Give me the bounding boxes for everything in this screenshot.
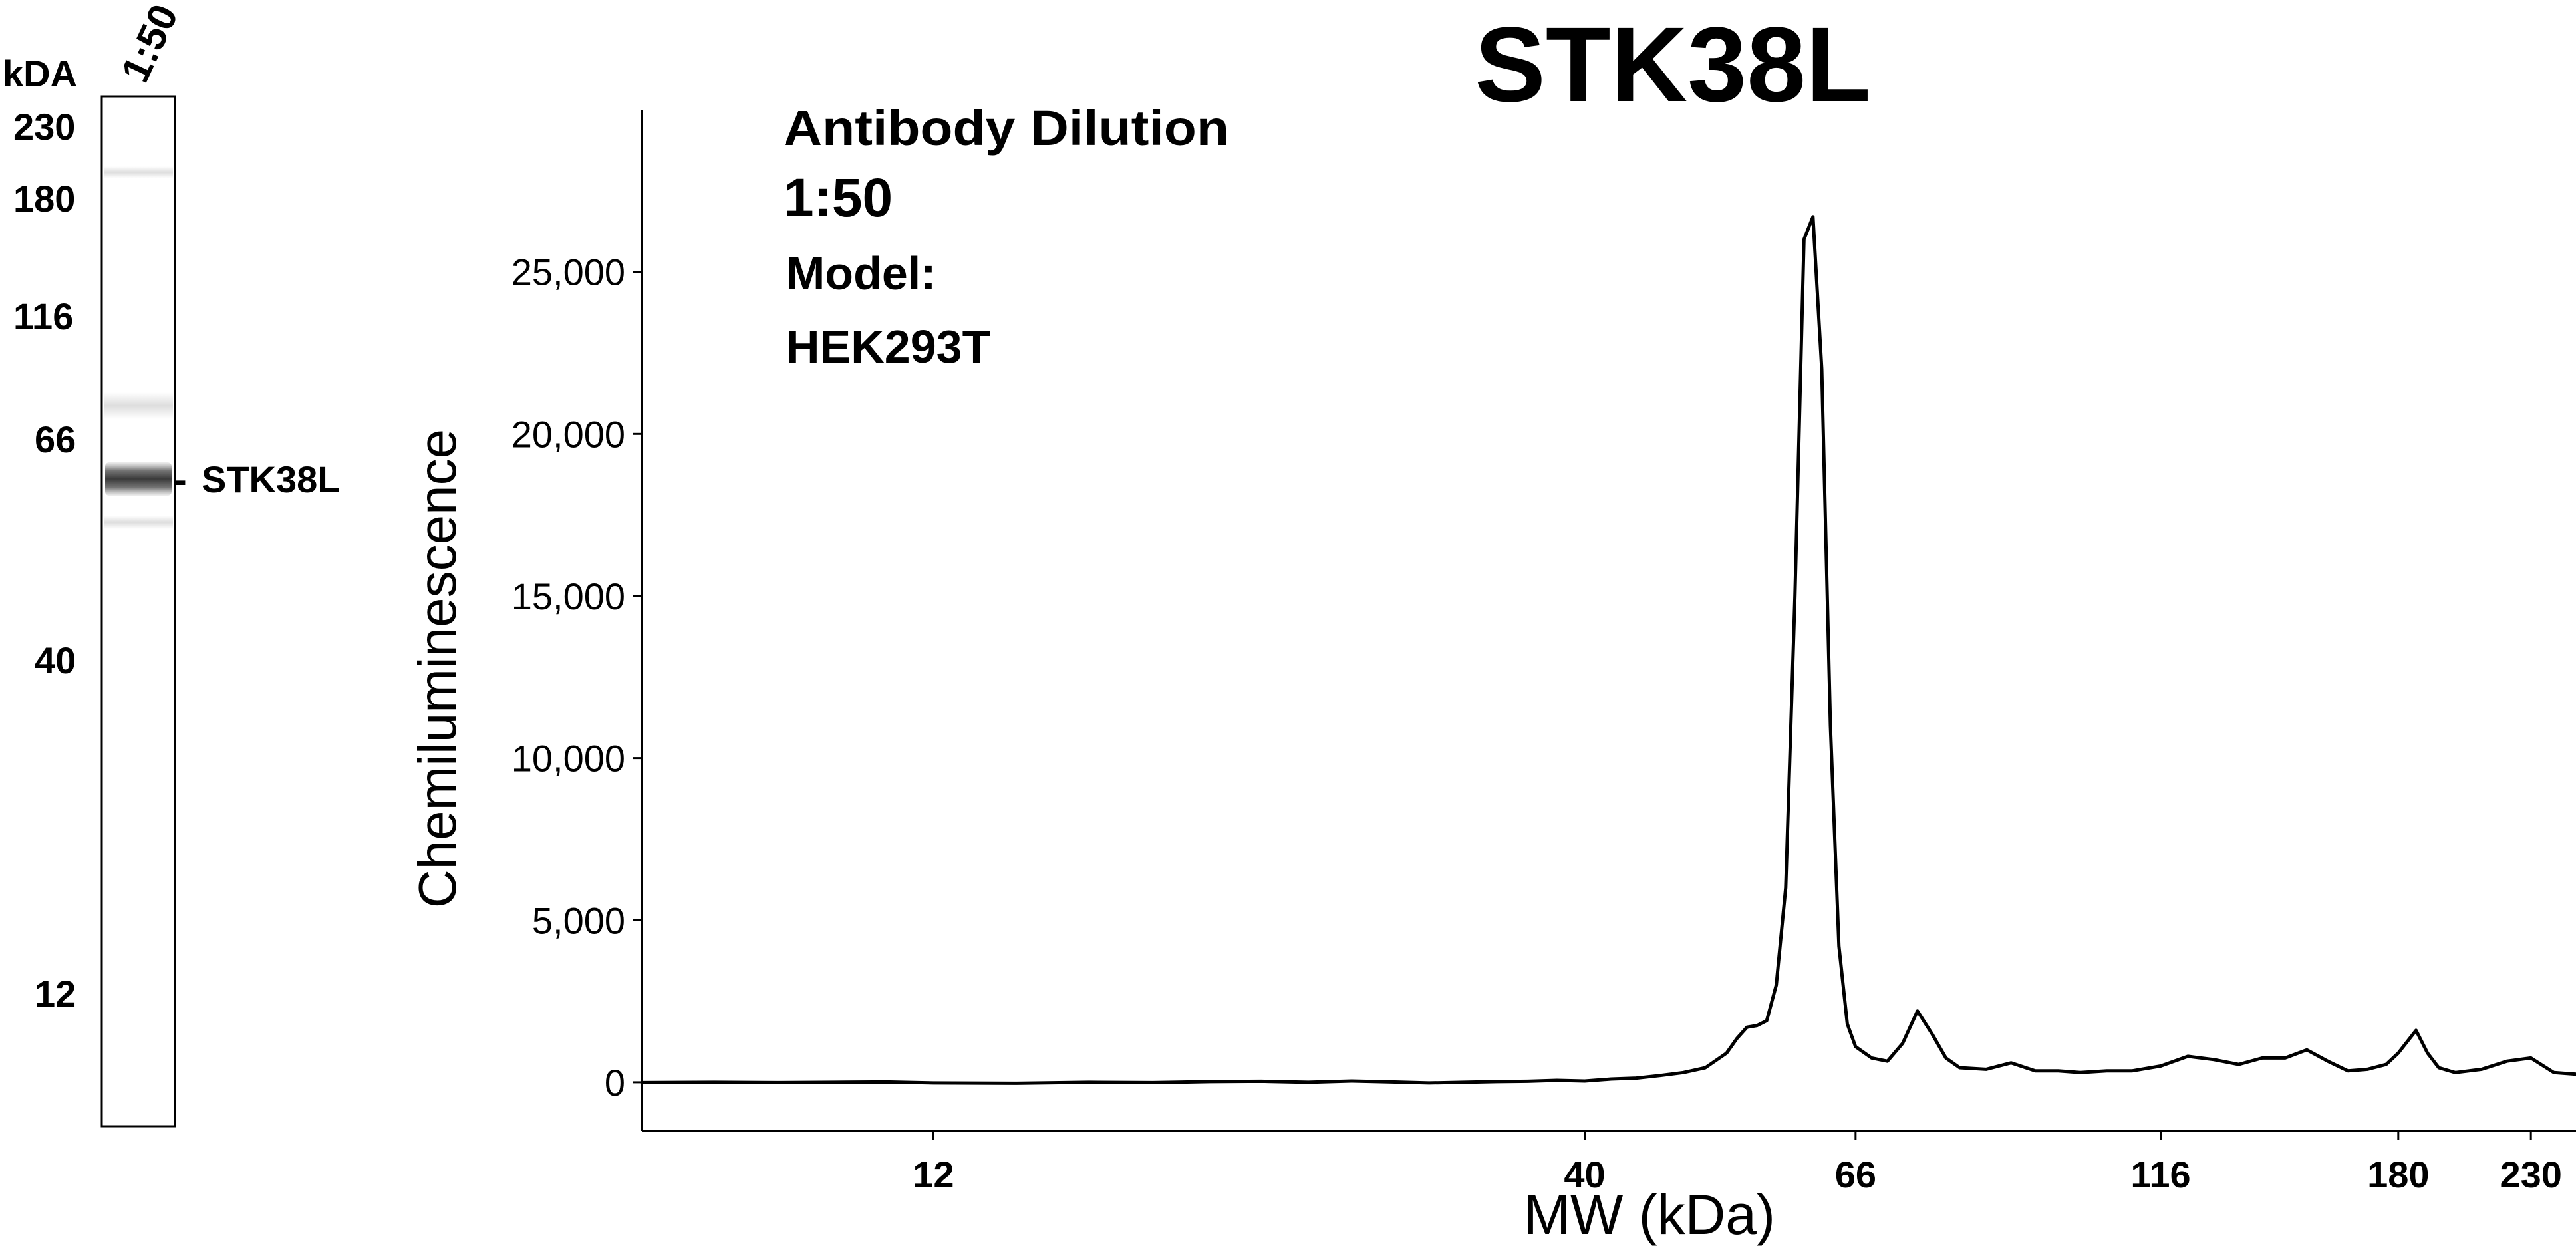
chart-title: STK38L (1475, 5, 1871, 124)
blot-lane-label: 1:50 (112, 0, 186, 88)
blot-unit-label: kDA (3, 53, 77, 94)
band-label: STK38L (202, 458, 341, 500)
faint-band-116 (104, 392, 173, 419)
faint-band-low (104, 516, 173, 529)
y-tick-label: 10,000 (511, 738, 625, 780)
marker-label-180: 180 (13, 178, 75, 220)
y-axis-ticks: 0 5,000 10,000 15,000 20,000 25,000 (511, 251, 642, 1104)
x-tick-label: 180 (2367, 1154, 2429, 1195)
marker-label-12: 12 (35, 973, 76, 1015)
band-marker-dash: - (174, 458, 187, 500)
blot-lane (100, 95, 176, 1128)
blot-panel: kDA 1:50 230 180 116 66 40 12 - STK38L (3, 0, 341, 1128)
marker-label-230: 230 (13, 106, 75, 148)
x-tick-label: 66 (1835, 1154, 1876, 1195)
marker-label-66: 66 (35, 418, 76, 460)
x-tick-label: 40 (1564, 1154, 1605, 1195)
x-tick-label: 230 (2500, 1154, 2561, 1195)
marker-label-40: 40 (35, 639, 76, 681)
x-axis-label: MW (kDa) (1524, 1183, 1775, 1246)
annotation-model-value: HEK293T (786, 321, 990, 373)
blot-band (105, 462, 172, 496)
y-tick-label: 15,000 (511, 575, 625, 617)
y-tick-label: 20,000 (511, 413, 625, 455)
x-tick-label: 116 (2130, 1154, 2190, 1195)
faint-band-180 (104, 166, 173, 178)
chart-panel: STK38L 0 5,000 10,000 15,000 20,000 25,000 12… (408, 5, 2576, 1246)
y-tick-label: 0 (605, 1062, 625, 1104)
annotation-antibody-dilution: Antibody Dilution (784, 100, 1229, 156)
annotation-dilution-value: 1:50 (784, 168, 893, 228)
annotation-model-label: Model: (786, 247, 936, 299)
y-tick-label: 5,000 (532, 899, 625, 941)
series-line (640, 215, 2576, 1085)
x-tick-label: 12 (913, 1154, 954, 1195)
marker-label-116: 116 (13, 295, 73, 337)
y-tick-label: 25,000 (511, 251, 625, 293)
x-axis-ticks: 12 40 66 116 180 230 (913, 1131, 2562, 1195)
y-axis-label: Chemiluminescence (408, 429, 467, 908)
